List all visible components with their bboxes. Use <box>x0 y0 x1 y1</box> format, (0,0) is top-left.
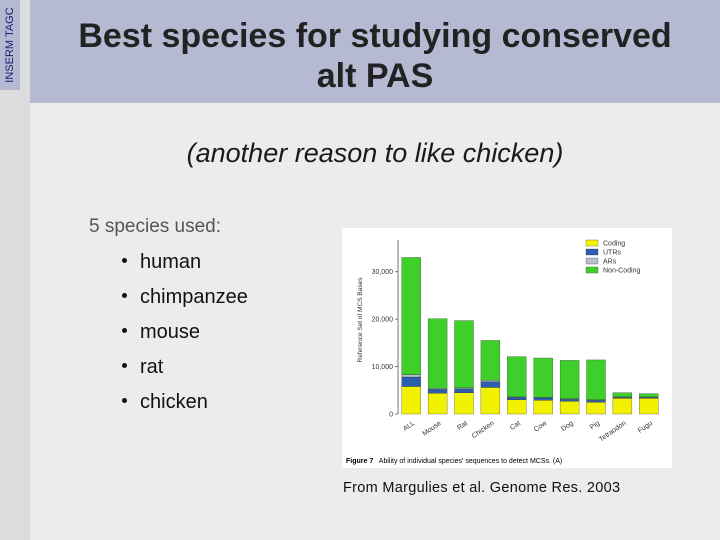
bar-segment-coding <box>612 398 633 415</box>
bar-segment-utrs <box>586 400 606 403</box>
bar-segment-coding <box>559 401 580 415</box>
y-axis-label: Reference Set of MCS Bases <box>357 277 364 363</box>
x-tick-label: Rat <box>456 420 469 432</box>
species-label: chimpanzee <box>140 286 248 308</box>
bar-segment-utrs <box>533 397 553 401</box>
x-tick-label: Pig <box>589 420 601 432</box>
slide-subtitle: (another reason to like chicken) <box>186 138 564 168</box>
bar-segment-coding <box>401 386 421 415</box>
bar-segment-utrs <box>480 381 501 388</box>
species-label: chicken <box>140 391 208 413</box>
slide-title-line-1: Best species for studying conserved <box>78 17 672 55</box>
species-label: rat <box>140 356 164 378</box>
legend-swatch <box>585 257 599 265</box>
bar-segment-coding <box>533 400 553 415</box>
bar-segment-coding <box>480 387 501 415</box>
bullet-icon <box>122 258 127 264</box>
legend-swatch <box>585 239 599 247</box>
species-item: rat <box>122 355 248 390</box>
source-citation: From Margulies et al. Genome Res. 2003 <box>343 480 621 496</box>
species-item: chicken <box>122 390 248 425</box>
x-tick-label: Dog <box>560 420 575 433</box>
bullet-icon <box>122 328 127 334</box>
bar-segment-utrs <box>507 397 527 400</box>
bar-segment-coding <box>639 398 659 415</box>
left-sidebar <box>0 0 30 540</box>
species-list: human chimpanzee mouse rat chicken <box>122 250 248 425</box>
species-label: human <box>140 251 202 273</box>
x-tick-label: Tetraodon <box>598 420 628 444</box>
bar-segment-utrs <box>401 376 421 387</box>
x-tick-label: Chicken <box>471 420 496 440</box>
bar-segment-ars <box>401 374 421 378</box>
x-tick-label: Cow <box>533 419 549 433</box>
bar-segment-non-coding <box>480 340 501 381</box>
title-banner <box>30 0 720 103</box>
legend-label: Coding <box>603 241 625 248</box>
institution-tag-text: INSERM TAGC <box>4 7 16 83</box>
figure-image: 0 10,000 20,000 30,000 Coding UTRs ARs Non-Cod… <box>342 228 672 468</box>
y-tick-label: 30,000 <box>372 269 394 276</box>
x-tick-label: Cat <box>509 420 522 432</box>
y-tick-label: 0 <box>389 412 393 419</box>
bar-segment-non-coding <box>639 393 659 398</box>
figure-description: Ability of individual species' sequences… <box>379 458 562 465</box>
bar-segment-non-coding <box>533 357 553 398</box>
bar-segment-non-coding <box>454 320 474 389</box>
species-intro: 5 species used: <box>89 216 222 237</box>
legend-swatch <box>585 248 599 256</box>
figure-label: Figure 7 <box>346 458 373 465</box>
bar-segment-non-coding <box>427 318 448 389</box>
y-tick-label: 10,000 <box>372 364 394 371</box>
bar-segment-utrs <box>559 399 580 402</box>
bar-segment-non-coding <box>559 360 580 399</box>
x-tick-label: Fugu <box>637 420 654 435</box>
institution-tag: INSERM TAGC <box>0 0 20 90</box>
bar-segment-non-coding <box>507 356 527 398</box>
species-item: human <box>122 250 248 285</box>
species-item: mouse <box>122 320 248 355</box>
figure-text: Figure 7 Ability of individual species' … <box>346 458 562 465</box>
bar-segment-coding <box>507 399 527 415</box>
x-tick-label: Mouse <box>422 420 443 438</box>
bullet-icon <box>122 293 127 299</box>
stacked-bar-chart: 0 10,000 20,000 30,000 Coding UTRs ARs Non-Cod… <box>346 239 659 465</box>
species-item: chimpanzee <box>122 285 248 320</box>
slide-title: Best species for studying conserved alt … <box>30 16 720 96</box>
bar-segment-coding <box>586 401 606 415</box>
bar-segment-coding <box>427 392 448 415</box>
legend-label: ARs <box>603 259 617 266</box>
legend-label: UTRs <box>603 250 621 257</box>
species-label: mouse <box>140 321 201 343</box>
bar-segment-non-coding <box>586 359 606 400</box>
bullet-icon <box>122 363 127 369</box>
bullet-icon <box>122 398 127 404</box>
bar-segment-non-coding <box>612 392 633 398</box>
bar-segment-utrs <box>427 389 448 394</box>
slide-title-line-2: alt PAS <box>316 57 434 95</box>
bar-segment-non-coding <box>401 257 421 375</box>
legend-label: Non-Coding <box>603 268 640 275</box>
bar-segment-utrs <box>454 388 474 393</box>
bar-segment-ars <box>480 380 501 382</box>
bar-segment-coding <box>454 392 474 415</box>
y-tick-label: 20,000 <box>372 317 394 324</box>
x-tick-label: ALL <box>402 420 416 433</box>
legend-swatch <box>585 266 599 274</box>
